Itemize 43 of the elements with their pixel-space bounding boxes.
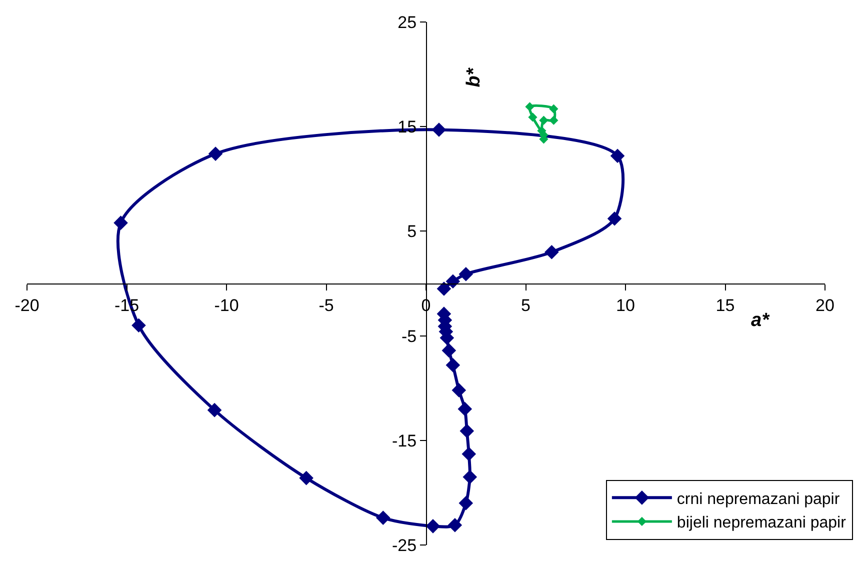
y-tick-label: 5 — [407, 222, 417, 242]
point — [114, 216, 128, 230]
y-tick-label: -25 — [392, 536, 417, 555]
point — [528, 112, 538, 122]
x-axis-title: a* — [751, 310, 771, 331]
x-tick-label: 10 — [616, 296, 635, 315]
point — [376, 510, 390, 525]
point — [132, 318, 146, 332]
point — [458, 496, 474, 510]
point — [442, 343, 456, 358]
y-tick-label: 25 — [398, 12, 417, 32]
point — [610, 148, 625, 164]
y-tick-label: -5 — [401, 326, 417, 346]
point — [549, 104, 558, 114]
point — [462, 446, 476, 462]
x-tick-label: 5 — [521, 296, 530, 315]
point — [446, 274, 460, 289]
x-tick-label: 20 — [816, 296, 834, 315]
point — [458, 402, 472, 416]
point — [458, 266, 474, 282]
x-tick-label: -20 — [14, 296, 40, 315]
x-tick-label: -5 — [318, 296, 334, 315]
point — [462, 470, 478, 484]
point — [432, 122, 446, 137]
point — [549, 116, 558, 125]
legend-label: crni nepremazani papir — [676, 490, 840, 508]
x-tick-label: 15 — [716, 296, 735, 315]
y-tick-label: -15 — [392, 431, 417, 450]
point — [426, 519, 440, 534]
point — [299, 470, 314, 486]
x-tick-label: -10 — [214, 296, 239, 315]
point — [207, 402, 222, 418]
point — [607, 212, 622, 226]
point — [446, 358, 460, 372]
point — [448, 518, 462, 532]
point — [452, 383, 466, 398]
y-axis-title: b* — [464, 66, 485, 88]
point — [460, 424, 474, 438]
point — [544, 244, 559, 260]
point — [525, 102, 534, 112]
point — [208, 146, 223, 161]
legend-label: bijeli nepremazani papir — [676, 514, 847, 532]
point — [436, 282, 452, 296]
